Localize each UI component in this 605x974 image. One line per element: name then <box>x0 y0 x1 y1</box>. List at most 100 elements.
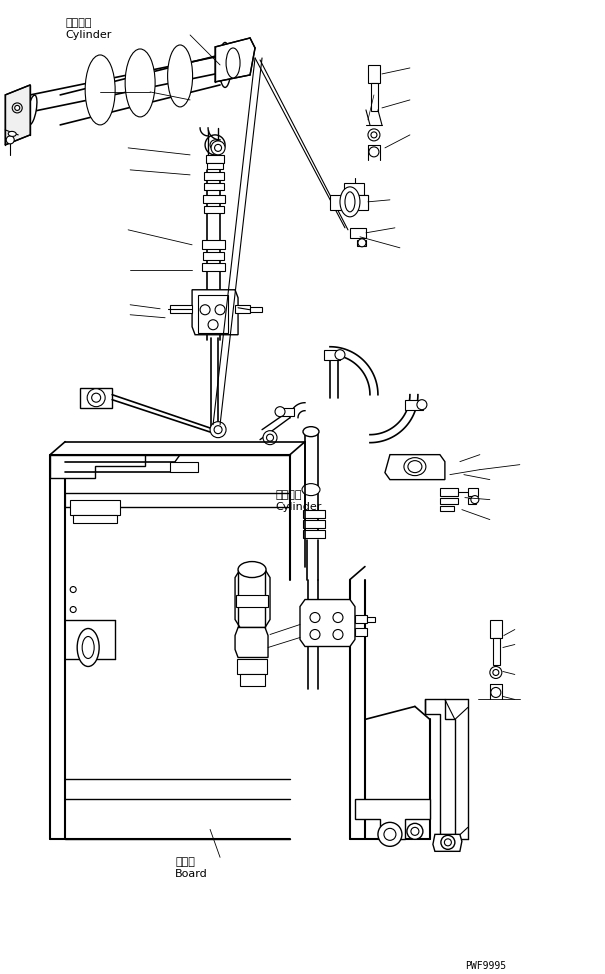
Circle shape <box>490 666 502 679</box>
Bar <box>350 228 366 238</box>
Bar <box>203 195 225 203</box>
Bar <box>204 183 224 190</box>
Circle shape <box>411 827 419 836</box>
Bar <box>207 163 223 169</box>
Polygon shape <box>300 600 355 647</box>
Circle shape <box>471 496 479 504</box>
Text: Cylinder: Cylinder <box>65 30 111 40</box>
Ellipse shape <box>404 458 426 475</box>
Text: ボード: ボード <box>175 857 195 867</box>
Circle shape <box>12 103 22 113</box>
Bar <box>198 295 228 333</box>
Circle shape <box>371 131 377 138</box>
Bar <box>440 488 458 496</box>
Circle shape <box>92 393 100 402</box>
Bar <box>344 183 364 195</box>
Bar <box>340 195 368 208</box>
Bar <box>357 240 366 245</box>
Polygon shape <box>235 570 270 627</box>
Bar <box>490 619 502 638</box>
Ellipse shape <box>205 134 225 155</box>
Circle shape <box>208 319 218 330</box>
Bar <box>468 488 478 496</box>
Circle shape <box>215 305 225 315</box>
Bar <box>80 388 112 408</box>
Circle shape <box>384 828 396 841</box>
Bar <box>202 240 225 248</box>
Ellipse shape <box>303 427 319 436</box>
Bar <box>405 399 423 410</box>
Circle shape <box>335 350 345 359</box>
Circle shape <box>417 399 427 410</box>
Bar <box>368 65 380 83</box>
Ellipse shape <box>238 562 266 578</box>
Circle shape <box>310 629 320 640</box>
Ellipse shape <box>345 192 355 211</box>
Text: シリンダ: シリンダ <box>65 18 92 28</box>
Ellipse shape <box>82 636 94 658</box>
Ellipse shape <box>125 49 155 117</box>
Circle shape <box>368 129 380 141</box>
Ellipse shape <box>168 45 192 107</box>
Polygon shape <box>425 699 455 840</box>
Ellipse shape <box>408 461 422 472</box>
Ellipse shape <box>27 95 37 125</box>
Ellipse shape <box>263 431 277 445</box>
Circle shape <box>214 426 222 433</box>
Polygon shape <box>215 38 255 82</box>
Polygon shape <box>235 627 268 657</box>
Circle shape <box>200 305 210 315</box>
Circle shape <box>445 839 451 845</box>
Bar <box>204 171 224 180</box>
Bar <box>237 659 267 674</box>
Polygon shape <box>385 455 445 479</box>
Bar <box>493 638 500 665</box>
Bar <box>355 627 367 635</box>
Polygon shape <box>330 195 368 209</box>
Circle shape <box>6 136 15 144</box>
Bar <box>70 500 120 514</box>
Circle shape <box>358 239 366 246</box>
Bar <box>440 498 458 504</box>
Ellipse shape <box>219 43 231 88</box>
Bar <box>203 252 224 260</box>
Bar <box>303 509 325 517</box>
Bar <box>280 408 294 416</box>
Circle shape <box>493 669 499 676</box>
Bar <box>236 594 268 607</box>
Polygon shape <box>50 455 145 477</box>
Polygon shape <box>5 85 30 145</box>
Ellipse shape <box>226 48 240 78</box>
Circle shape <box>215 144 221 151</box>
Ellipse shape <box>340 187 360 217</box>
Text: PWF9995: PWF9995 <box>465 961 506 971</box>
Circle shape <box>441 836 455 849</box>
Circle shape <box>369 147 379 157</box>
Circle shape <box>15 105 20 110</box>
Circle shape <box>407 823 423 840</box>
Bar <box>324 350 340 359</box>
Circle shape <box>210 422 226 437</box>
Circle shape <box>70 586 76 592</box>
Polygon shape <box>355 800 430 840</box>
Circle shape <box>70 607 76 613</box>
Bar <box>367 617 375 621</box>
Circle shape <box>87 389 105 407</box>
Polygon shape <box>433 835 462 851</box>
Circle shape <box>275 407 285 417</box>
Bar <box>440 506 454 510</box>
Ellipse shape <box>8 131 16 136</box>
Ellipse shape <box>85 55 115 125</box>
Bar <box>250 307 262 312</box>
Bar <box>371 83 378 111</box>
Circle shape <box>333 629 343 640</box>
Bar <box>202 263 225 271</box>
Bar <box>170 305 192 313</box>
Bar <box>73 514 117 523</box>
Circle shape <box>211 141 225 155</box>
Bar <box>240 674 265 687</box>
Ellipse shape <box>210 140 220 150</box>
Circle shape <box>491 688 501 697</box>
Bar <box>170 462 198 471</box>
Ellipse shape <box>267 434 273 441</box>
